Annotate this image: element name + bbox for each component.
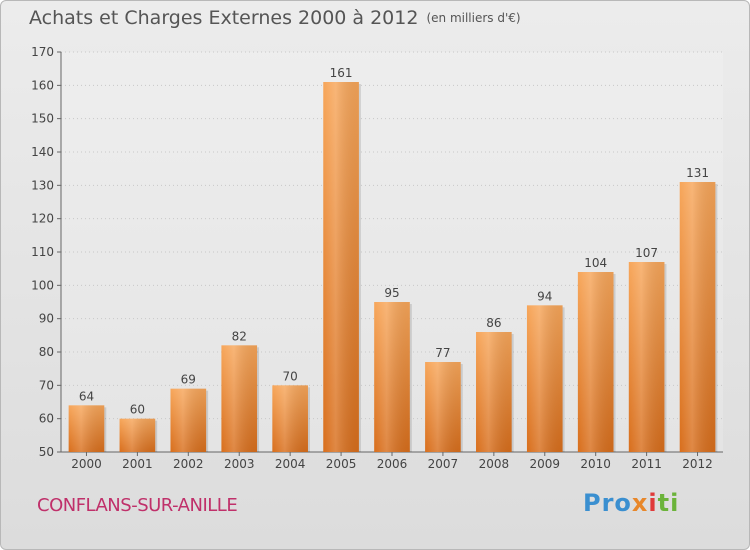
x-tick-label: 2011	[631, 457, 662, 471]
chart-title: Achats et Charges Externes 2000 à 2012 (e…	[29, 7, 521, 29]
bar-highlight	[272, 385, 308, 452]
x-tick-label: 2001	[122, 457, 153, 471]
axis-layer: 50 60 70 80 90 100 110 120 130 140 150 160 170 2000 20…	[31, 45, 723, 471]
data-label: 69	[181, 373, 196, 387]
data-label: 107	[635, 246, 658, 260]
bar-group	[526, 305, 565, 452]
bar-highlight	[476, 332, 512, 452]
bar-highlight	[170, 388, 207, 452]
logo-part-4: ti	[657, 489, 680, 517]
bar-group	[425, 362, 463, 452]
data-label: 94	[537, 289, 552, 303]
x-tick-label: 2006	[377, 457, 408, 471]
bar-group	[272, 385, 310, 452]
data-label: 104	[584, 256, 607, 270]
data-label: 161	[330, 66, 353, 80]
x-tick-label: 2004	[275, 457, 306, 471]
bar-highlight	[323, 82, 359, 452]
title-text: Achats et Charges Externes 2000 à 2012	[29, 7, 419, 29]
logo-part-1: Pro	[583, 489, 632, 517]
data-label: 95	[384, 286, 399, 300]
bar-group	[119, 418, 158, 452]
y-tick-label: 170	[31, 45, 54, 59]
commune-name: CONFLANS-SUR-ANILLE	[37, 495, 238, 516]
bar-highlight	[526, 305, 563, 452]
data-label: 64	[79, 389, 94, 403]
y-tick-label: 110	[31, 245, 54, 259]
label-layer: 64 60 69 82 70 161 95 77 86 94 104 107 131	[79, 66, 709, 417]
proxiti-logo[interactable]: Proxiti	[583, 489, 679, 517]
bar-highlight	[577, 272, 614, 452]
unit-label: (en milliers d'€)	[426, 11, 521, 25]
bar-layer	[68, 82, 718, 452]
bar-group	[323, 82, 361, 452]
x-tick-label: 2009	[529, 457, 560, 471]
bar-highlight	[119, 418, 156, 452]
y-tick-label: 130	[31, 178, 54, 192]
bar-group	[221, 345, 260, 452]
y-tick-label: 100	[31, 278, 54, 292]
bar-highlight	[628, 262, 665, 452]
bar-group	[679, 182, 718, 452]
x-tick-label: 2000	[71, 457, 102, 471]
data-label: 82	[232, 329, 247, 343]
y-tick-label: 160	[31, 78, 54, 92]
y-tick-label: 50	[39, 445, 54, 459]
bar-highlight	[679, 182, 716, 452]
y-tick-label: 120	[31, 212, 54, 226]
data-label: 131	[686, 166, 709, 180]
y-tick-label: 150	[31, 112, 54, 126]
data-label: 77	[435, 346, 450, 360]
logo-part-2: x	[631, 489, 649, 517]
bar-group	[374, 302, 412, 452]
x-tick-label: 2007	[428, 457, 459, 471]
bar-chart: 50 60 70 80 90 100 110 120 130 140 150 160 170 2000 20…	[31, 45, 723, 471]
bar-group	[170, 388, 209, 452]
data-label: 60	[130, 403, 145, 417]
x-tick-label: 2002	[173, 457, 204, 471]
bar-group	[68, 405, 107, 452]
data-label: 86	[486, 316, 501, 330]
bar-highlight	[68, 405, 105, 452]
logo-part-3: i	[648, 489, 658, 517]
bar-group	[628, 262, 667, 452]
y-tick-label: 70	[39, 378, 54, 392]
y-tick-label: 60	[39, 412, 54, 426]
bar-highlight	[374, 302, 410, 452]
x-tick-label: 2010	[580, 457, 611, 471]
x-tick-label: 2008	[479, 457, 510, 471]
y-tick-label: 90	[39, 312, 54, 326]
bar-highlight	[425, 362, 461, 452]
bar-group	[577, 272, 616, 452]
x-tick-label: 2003	[224, 457, 255, 471]
bar-group	[476, 332, 514, 452]
y-tick-label: 80	[39, 345, 54, 359]
y-tick-label: 140	[31, 145, 54, 159]
data-label: 70	[283, 369, 298, 383]
x-tick-label: 2012	[682, 457, 713, 471]
x-tick-label: 2005	[326, 457, 357, 471]
bar-highlight	[221, 345, 258, 452]
